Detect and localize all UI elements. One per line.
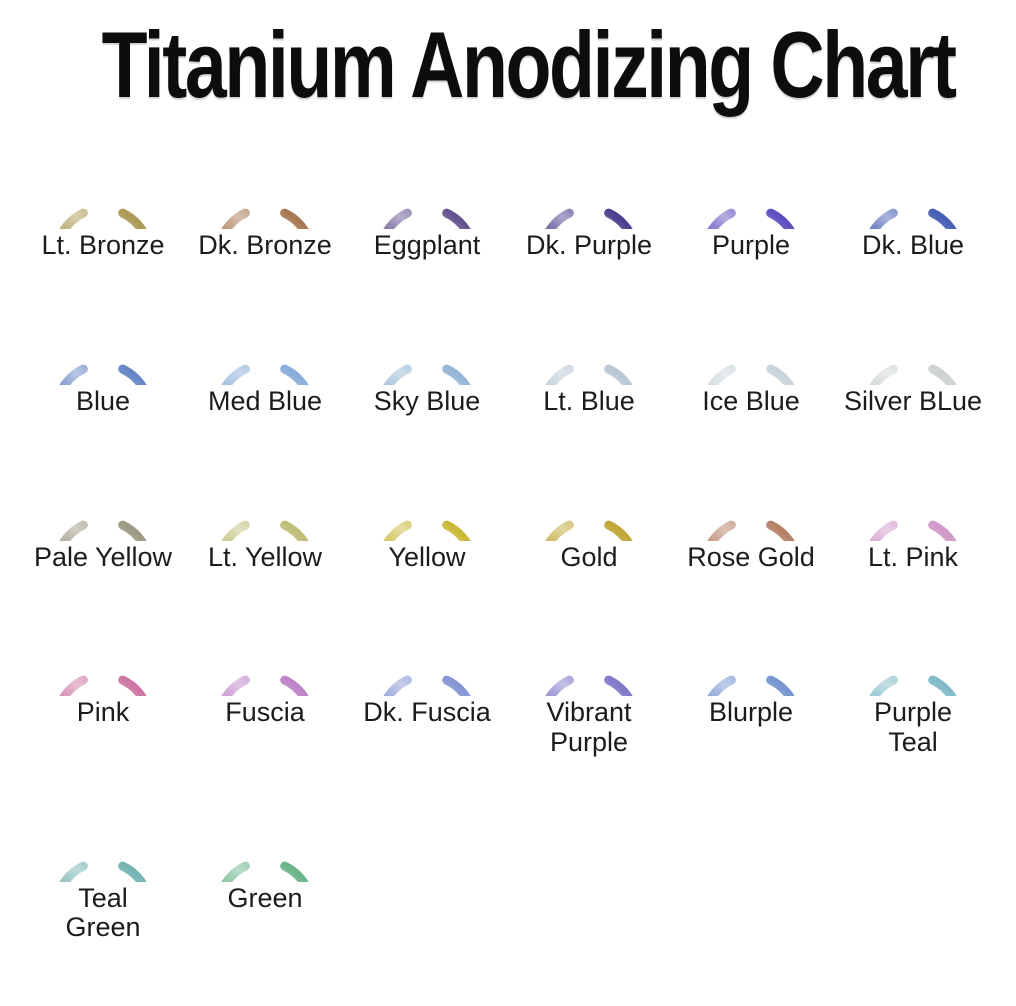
ring-label: Med Blue xyxy=(207,385,323,416)
ring-label: Lt. Bronze xyxy=(41,230,165,261)
ring-icon-eggplant xyxy=(383,208,471,230)
ring-label: Blue xyxy=(75,385,131,416)
ring-item-lt-bronze: Lt. Bronze xyxy=(41,117,165,261)
ring-item-lt-yellow: Lt. Yellow xyxy=(205,429,325,573)
ring-label: Vibrant Purple xyxy=(546,697,632,758)
ring-icon-lt-bronze xyxy=(59,208,147,230)
ring-item-lt-blue: Lt. Blue xyxy=(529,273,649,417)
ring-item-lt-pink: Lt. Pink xyxy=(853,429,973,573)
ring-icon-dk-purple xyxy=(545,208,633,230)
ring-icon-purple-teal xyxy=(869,675,957,697)
ring-item-purple-teal: Purple Teal xyxy=(853,584,973,757)
ring-item-eggplant: Eggplant xyxy=(367,117,487,261)
ring-item-teal-green: Teal Green xyxy=(43,770,163,943)
ring-label: Dk. Purple xyxy=(525,230,653,261)
ring-item-silver-blue: Silver BLue xyxy=(844,273,982,417)
ring-label: Pink xyxy=(76,697,130,728)
ring-icon-ice-blue xyxy=(707,364,795,385)
ring-label: Sky Blue xyxy=(373,385,481,416)
ring-icon-teal-green xyxy=(59,861,147,882)
ring-item-purple: Purple xyxy=(691,117,811,261)
ring-icon-silver-blue xyxy=(869,364,957,385)
ring-icon-dk-blue xyxy=(869,208,957,230)
ring-label: Green xyxy=(227,882,303,913)
ring-grid: Lt. Bronze Dk. Bronze Eggplant Dk. Purple Pu… xyxy=(0,117,1016,943)
ring-icon-blurple xyxy=(707,675,795,697)
ring-item-ice-blue: Ice Blue xyxy=(691,273,811,417)
ring-label: Lt. Yellow xyxy=(207,541,323,572)
ring-item-green: Green xyxy=(205,770,325,914)
ring-label: Purple xyxy=(711,230,791,261)
ring-icon-dk-fuscia xyxy=(383,675,471,697)
ring-label: Fuscia xyxy=(225,697,305,728)
ring-item-dk-blue: Dk. Blue xyxy=(853,117,973,261)
ring-label: Blurple xyxy=(708,697,794,728)
ring-icon-pink xyxy=(59,675,147,697)
ring-item-blue: Blue xyxy=(43,273,163,417)
ring-label: Teal Green xyxy=(65,882,141,943)
ring-label: Dk. Bronze xyxy=(198,230,332,261)
ring-label: Yellow xyxy=(388,541,466,572)
ring-label: Lt. Blue xyxy=(543,385,635,416)
ring-icon-blue xyxy=(59,364,147,385)
ring-icon-lt-pink xyxy=(869,520,957,541)
ring-item-pale-yellow: Pale Yellow xyxy=(34,429,172,573)
ring-item-gold: Gold xyxy=(529,429,649,573)
ring-icon-lt-yellow xyxy=(221,520,309,541)
ring-icon-gold xyxy=(545,520,633,541)
ring-item-yellow: Yellow xyxy=(367,429,487,573)
ring-item-sky-blue: Sky Blue xyxy=(367,273,487,417)
ring-label: Purple Teal xyxy=(873,697,953,758)
ring-icon-yellow xyxy=(383,520,471,541)
ring-item-dk-fuscia: Dk. Fuscia xyxy=(363,584,491,728)
ring-item-rose-gold: Rose Gold xyxy=(687,429,815,573)
ring-icon-fuscia xyxy=(221,675,309,697)
ring-item-med-blue: Med Blue xyxy=(205,273,325,417)
ring-label: Eggplant xyxy=(373,230,481,261)
ring-label: Gold xyxy=(560,541,618,572)
ring-item-fuscia: Fuscia xyxy=(205,584,325,728)
ring-icon-rose-gold xyxy=(707,520,795,541)
ring-icon-lt-blue xyxy=(545,364,633,385)
ring-icon-sky-blue xyxy=(383,364,471,385)
ring-icon-vibrant-purple xyxy=(545,675,633,697)
ring-label: Pale Yellow xyxy=(33,541,173,572)
ring-icon-purple xyxy=(707,208,795,230)
ring-item-blurple: Blurple xyxy=(691,584,811,728)
page-title: Titanium Anodizing Chart xyxy=(101,12,958,117)
ring-icon-green xyxy=(221,861,309,882)
ring-label: Ice Blue xyxy=(702,385,800,416)
ring-icon-pale-yellow xyxy=(59,520,147,541)
ring-item-vibrant-purple: Vibrant Purple xyxy=(529,584,649,757)
ring-label: Lt. Pink xyxy=(867,541,959,572)
ring-item-dk-bronze: Dk. Bronze xyxy=(198,117,332,261)
ring-label: Silver BLue xyxy=(843,385,983,416)
ring-label: Dk. Blue xyxy=(861,230,965,261)
ring-icon-med-blue xyxy=(221,364,309,385)
ring-item-pink: Pink xyxy=(43,584,163,728)
ring-label: Rose Gold xyxy=(687,541,815,572)
ring-item-dk-purple: Dk. Purple xyxy=(526,117,652,261)
ring-icon-dk-bronze xyxy=(221,208,309,230)
ring-label: Dk. Fuscia xyxy=(363,697,491,728)
